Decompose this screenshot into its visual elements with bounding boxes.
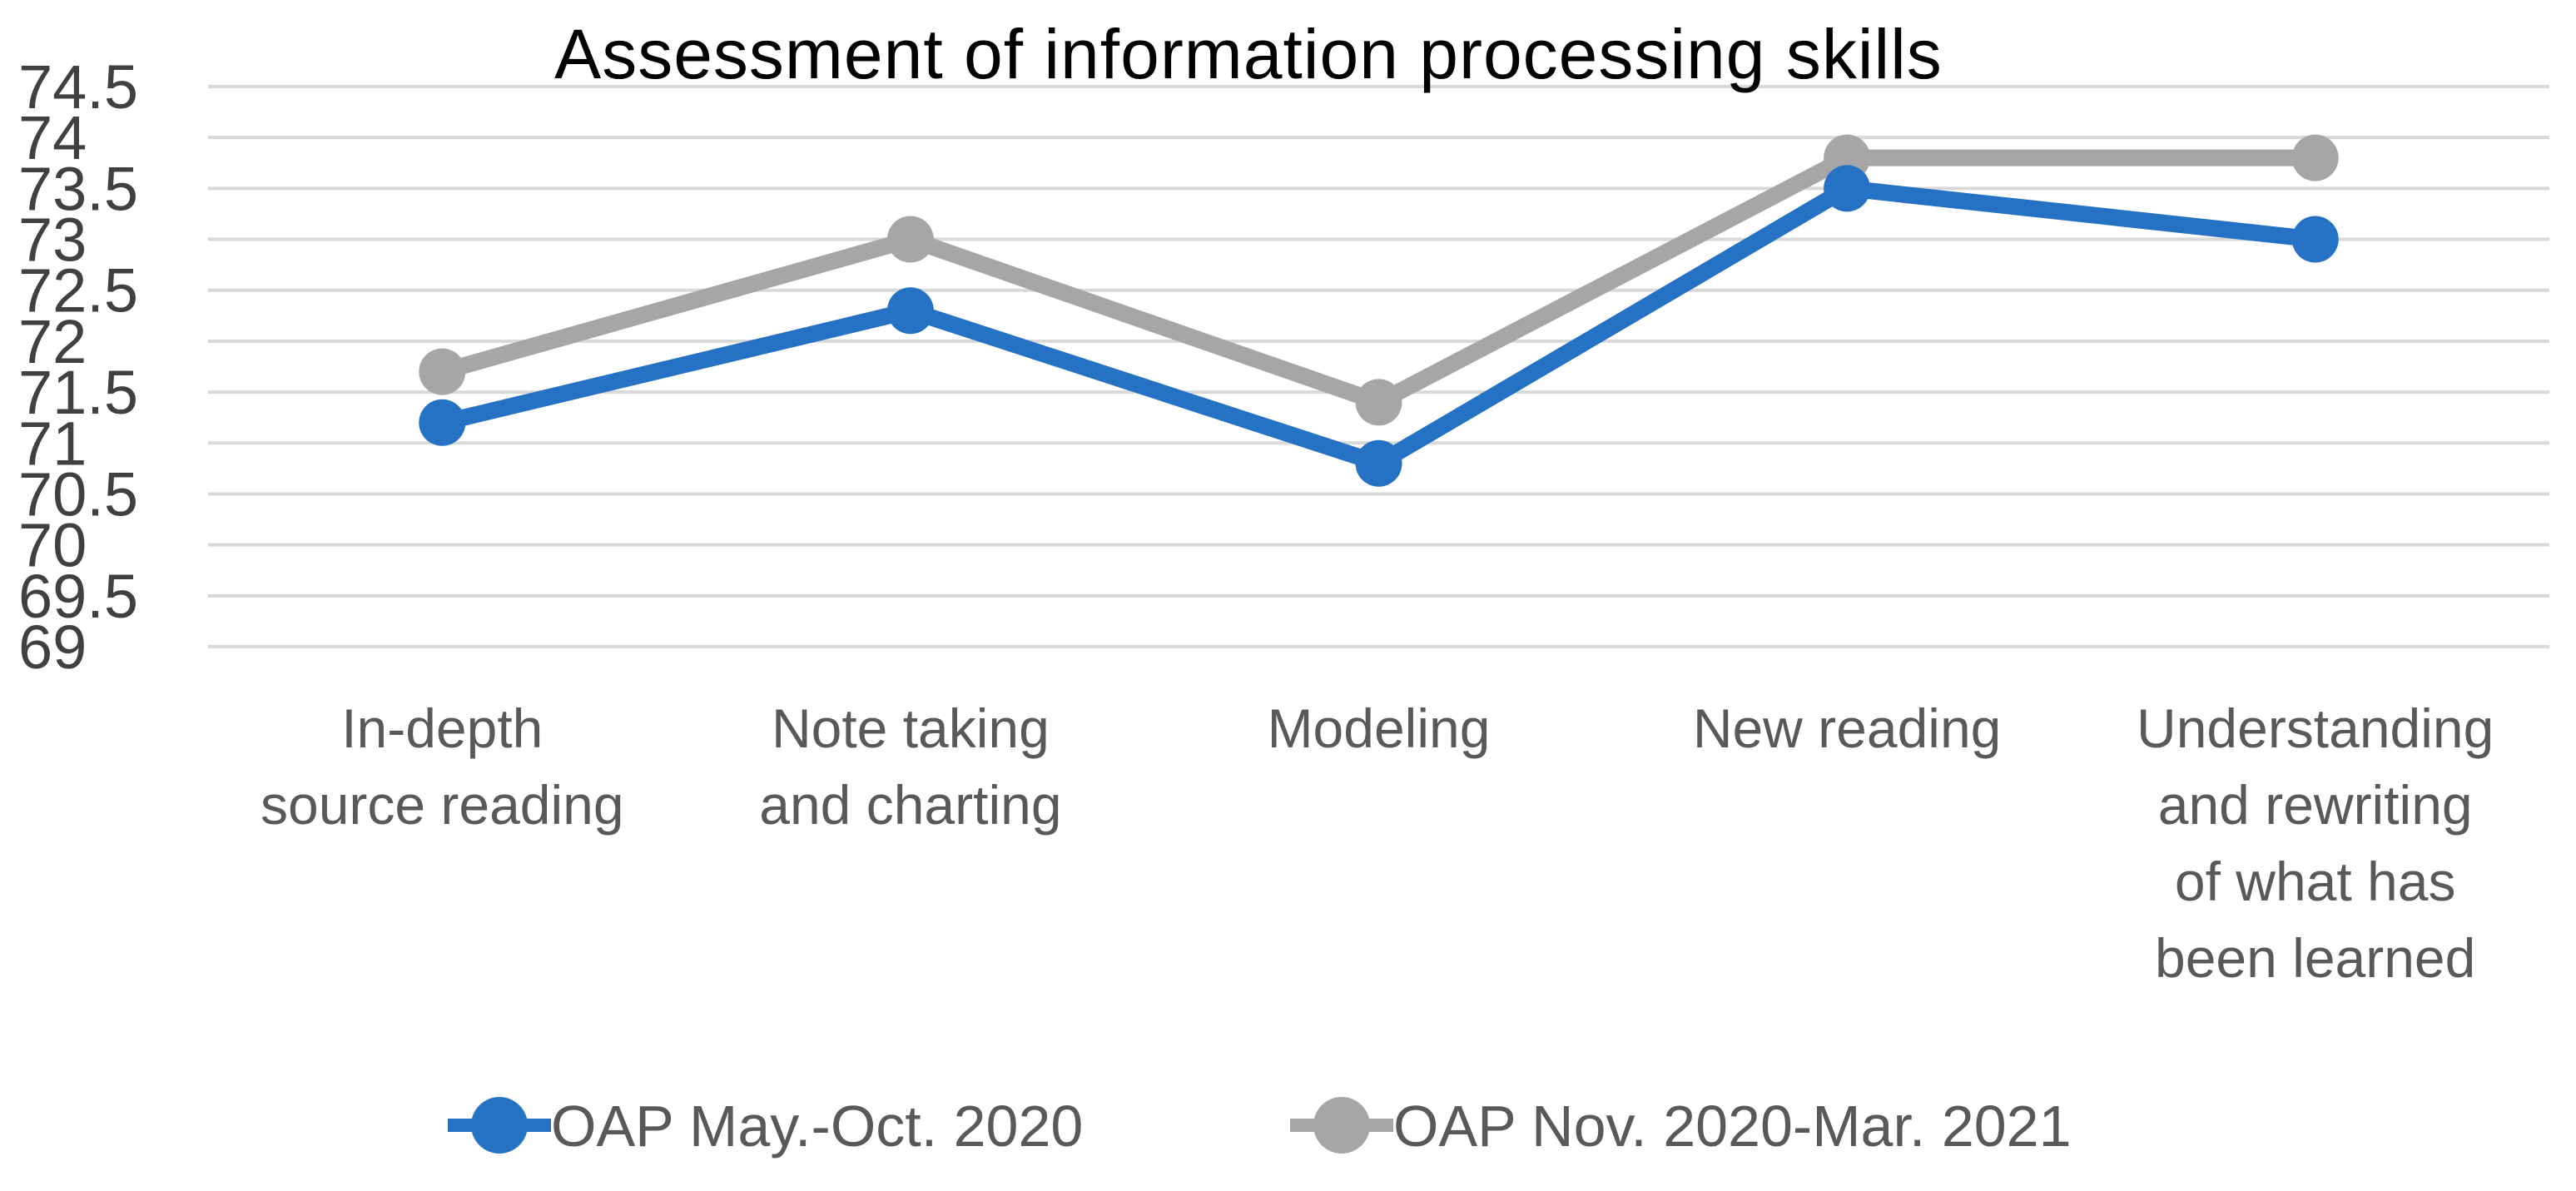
data-point-oap-nov-2020-mar-2021 xyxy=(1355,379,1402,426)
data-point-oap-may-oct-2020 xyxy=(886,287,934,335)
data-point-oap-nov-2020-mar-2021 xyxy=(886,216,934,263)
legend-item-oap-may-oct-2020: OAP May.-Oct. 2020 xyxy=(448,1094,1083,1159)
x-category-label: Understanding and rewriting of what has bee… xyxy=(2137,697,2494,989)
x-category-label: Modeling xyxy=(1268,697,1491,759)
y-tick-label: 73 xyxy=(18,206,87,275)
data-series xyxy=(419,134,2339,487)
chart-title: Assessment of information processing ski… xyxy=(554,15,1943,93)
y-tick-label: 71.5 xyxy=(18,358,138,427)
series-line-oap-nov-2020-mar-2021 xyxy=(434,149,2324,411)
legend-marker-oap-nov-2020-mar-2021 xyxy=(1313,1097,1370,1154)
y-tick-label: 69.5 xyxy=(18,562,138,631)
y-tick-label: 74.5 xyxy=(18,52,138,122)
y-tick-label: 69 xyxy=(18,613,87,682)
legend-item-oap-nov-2020-mar-2021: OAP Nov. 2020-Mar. 2021 xyxy=(1290,1094,2072,1159)
legend-label-oap-may-oct-2020: OAP May.-Oct. 2020 xyxy=(551,1094,1083,1159)
x-category-label: New reading xyxy=(1693,697,2002,759)
legend-label-oap-nov-2020-mar-2021: OAP Nov. 2020-Mar. 2021 xyxy=(1393,1094,2072,1159)
y-tick-label: 72.5 xyxy=(18,256,138,325)
y-tick-label: 71 xyxy=(18,409,87,478)
gridlines xyxy=(208,85,2549,648)
x-category-label: In-depth source reading xyxy=(261,697,624,836)
y-tick-label: 72 xyxy=(18,307,87,376)
data-point-oap-may-oct-2020 xyxy=(2291,216,2339,263)
legend: OAP May.-Oct. 2020 OAP Nov. 2020-Mar. 202… xyxy=(448,1094,2072,1159)
y-tick-label: 70 xyxy=(18,511,87,580)
legend-marker-oap-may-oct-2020 xyxy=(471,1097,528,1154)
data-point-oap-may-oct-2020 xyxy=(1355,439,1402,487)
data-point-oap-nov-2020-mar-2021 xyxy=(419,348,466,395)
x-category-label: Note taking and charting xyxy=(759,697,1061,836)
data-point-oap-may-oct-2020 xyxy=(1824,165,1871,212)
data-point-oap-may-oct-2020 xyxy=(419,399,466,446)
y-tick-label: 70.5 xyxy=(18,459,138,529)
x-axis-category-labels: In-depth source reading Note taking and cha… xyxy=(261,697,2494,989)
data-point-oap-nov-2020-mar-2021 xyxy=(2291,134,2339,181)
y-tick-label: 73.5 xyxy=(18,154,138,223)
y-tick-label: 74 xyxy=(18,103,87,172)
